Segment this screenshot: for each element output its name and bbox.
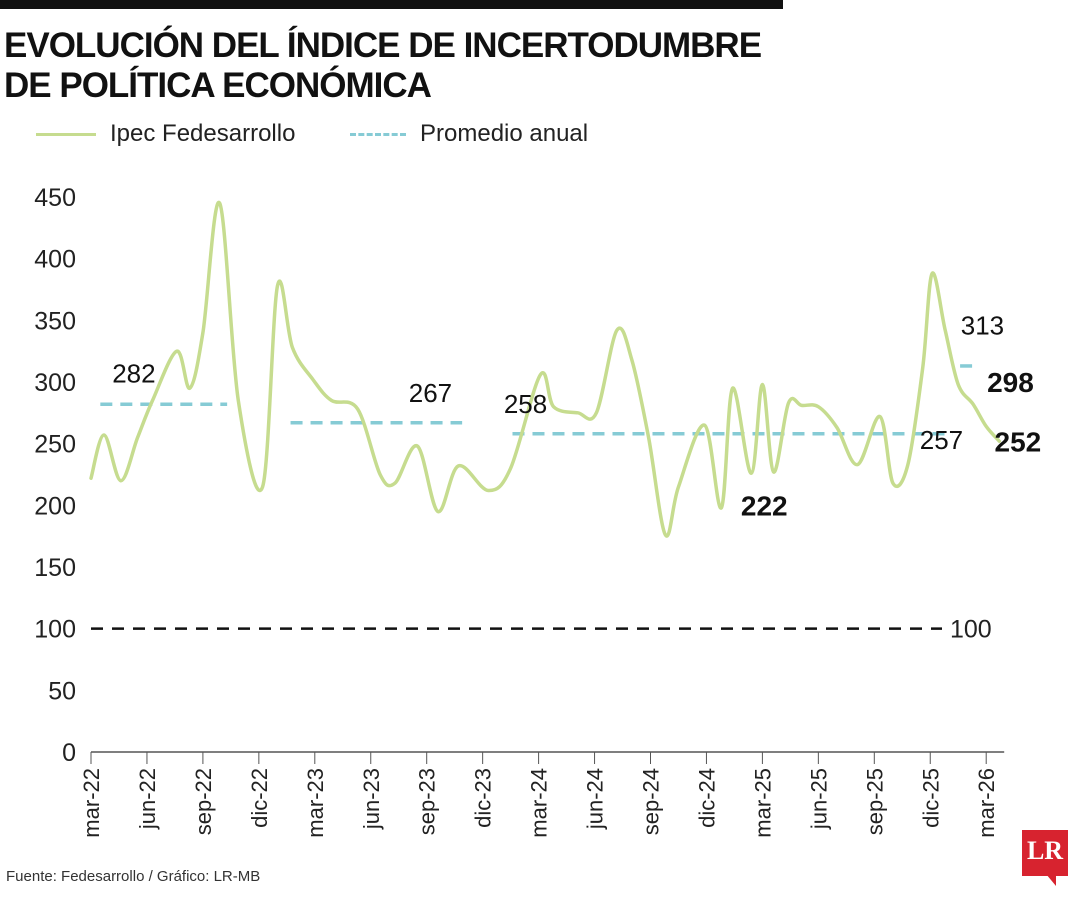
reference-line-label: 100 [950,616,992,644]
source-note: Fuente: Fedesarrollo / Gráfico: LR-MB [6,868,261,885]
legend-average: Promedio anual [350,116,588,152]
x-tick-label: dic-22 [247,768,272,828]
x-tick-label: dic-25 [918,768,943,828]
x-tick-label: sep-25 [862,768,887,835]
y-tick-label: 0 [62,739,76,767]
legend-dashed-swatch [350,132,406,136]
x-tick-label: dic-23 [471,768,496,828]
x-tick-label: jun-24 [583,768,608,830]
x-tick-label: mar-25 [750,768,775,838]
y-tick-label: 100 [34,616,76,644]
data-annotation: 257 [920,425,963,455]
y-tick-label: 450 [34,184,76,212]
data-annotation: 258 [504,389,547,419]
x-tick-label: mar-22 [79,768,104,838]
x-tick-label: sep-24 [639,768,664,835]
x-tick-label: sep-23 [415,768,440,835]
y-tick-label: 200 [34,492,76,520]
brand-logo-tail [1046,874,1056,886]
data-annotation: 222 [741,491,788,522]
legend-label-ipec: Ipec Fedesarrollo [110,120,296,147]
data-annotation: 282 [112,358,155,388]
legend-label-average: Promedio anual [420,120,589,147]
data-annotation: 298 [987,367,1034,398]
x-tick-label: dic-24 [694,768,719,828]
x-tick-label: mar-26 [974,768,999,838]
y-tick-label: 350 [34,307,76,335]
y-tick-label: 250 [34,431,76,459]
brand-logo: LR [1022,830,1068,886]
y-tick-label: 400 [34,246,76,274]
x-tick-label: jun-25 [806,768,831,830]
x-tick-label: jun-23 [359,768,384,830]
legend-ipec: Ipec Fedesarrollo [36,116,295,152]
data-annotation: 267 [409,378,452,408]
brand-logo-text: LR [1026,836,1064,865]
y-tick-label: 150 [34,554,76,582]
x-tick-label: jun-22 [135,768,160,830]
ipec-series-line [89,200,1002,538]
line-chart: 0 50 100 150 200 250 300 350 400 450 mar-22 jun-22 s… [34,184,1042,838]
chart-title: EVOLUCIÓN DEL ÍNDICE DE INCERTODUMBRE DE… [4,26,762,105]
y-tick-label: 300 [34,369,76,397]
x-tick-label: mar-23 [303,768,328,838]
data-annotation: 313 [961,310,1004,340]
data-annotation: 252 [995,426,1042,457]
legend-line-swatch [36,132,96,136]
y-tick-label: 50 [48,677,76,705]
x-tick-label: mar-24 [527,768,552,838]
x-tick-label: sep-22 [191,768,216,835]
top-bar [0,0,783,9]
